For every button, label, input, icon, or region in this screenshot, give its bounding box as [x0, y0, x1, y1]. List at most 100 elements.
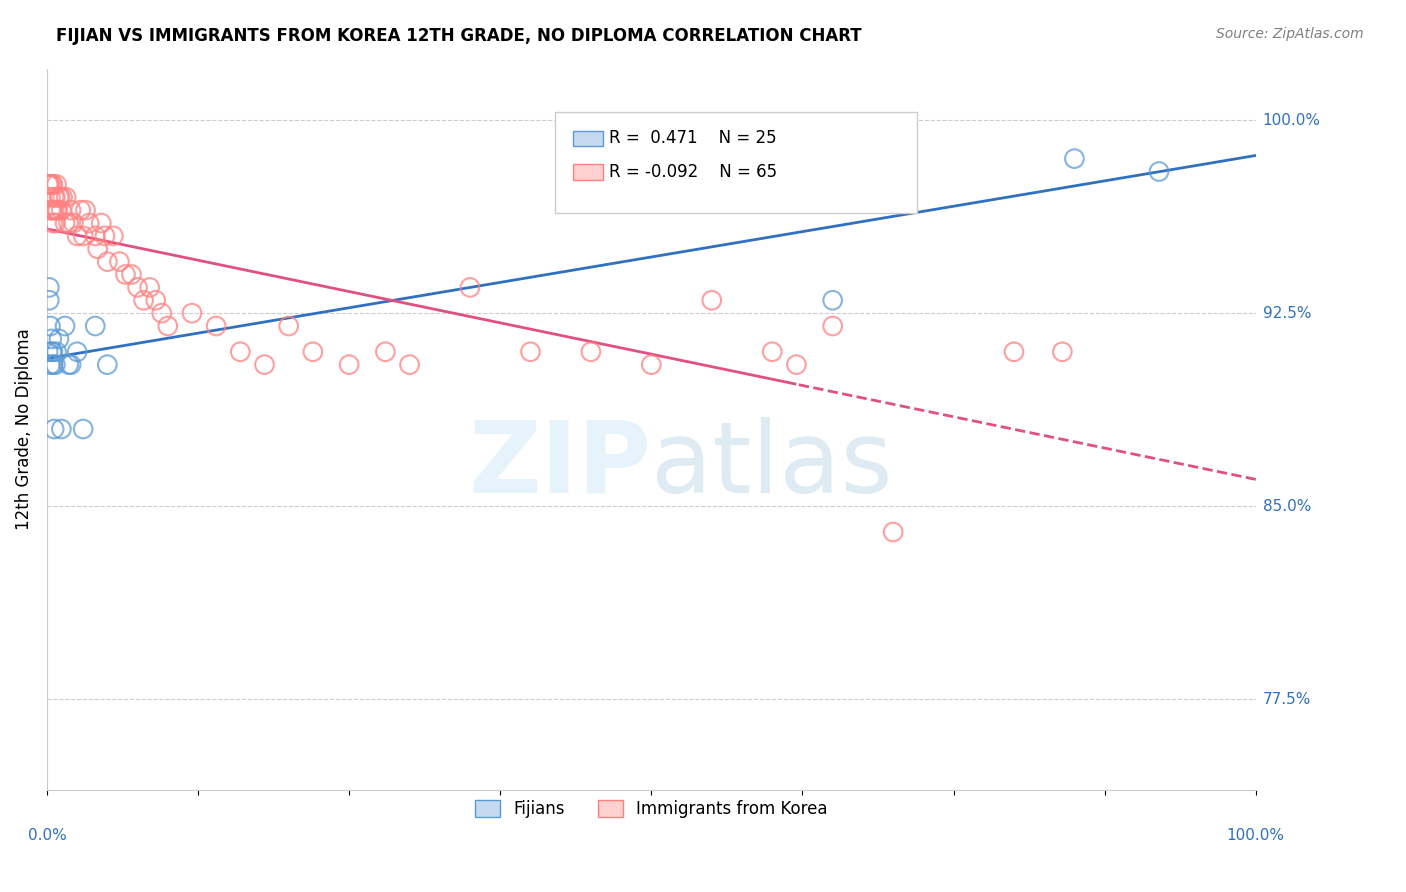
Point — [114, 268, 136, 282]
Point — [41, 203, 63, 218]
Point — [72, 228, 94, 243]
Point — [253, 358, 276, 372]
Text: R = -0.092    N = 65: R = -0.092 N = 65 — [609, 163, 778, 181]
Point — [150, 306, 173, 320]
Point — [45, 178, 67, 192]
Point — [90, 216, 112, 230]
Point — [44, 190, 66, 204]
Point — [44, 190, 66, 204]
Y-axis label: 12th Grade, No Diploma: 12th Grade, No Diploma — [15, 328, 32, 530]
Text: 100.0%: 100.0% — [1263, 112, 1320, 128]
FancyBboxPatch shape — [554, 112, 917, 212]
Point — [1002, 344, 1025, 359]
Point — [138, 280, 160, 294]
Point — [84, 228, 107, 243]
Point — [51, 422, 73, 436]
Point — [882, 524, 904, 539]
Point — [44, 203, 66, 218]
Point — [302, 344, 325, 359]
Point — [53, 216, 76, 230]
Point — [62, 216, 84, 230]
Point — [41, 178, 63, 192]
Point — [44, 358, 66, 372]
Point — [121, 268, 143, 282]
Point — [51, 203, 73, 218]
Point — [277, 318, 299, 333]
Point — [60, 358, 83, 372]
Point — [38, 293, 60, 308]
Point — [398, 358, 420, 372]
Point — [52, 190, 75, 204]
Point — [38, 280, 60, 294]
Point — [821, 293, 844, 308]
Point — [38, 178, 60, 192]
Point — [181, 306, 204, 320]
Point — [49, 190, 72, 204]
Point — [48, 190, 70, 204]
Point — [42, 344, 65, 359]
Point — [132, 293, 155, 308]
Text: 85.0%: 85.0% — [1263, 499, 1310, 514]
Point — [640, 358, 662, 372]
Point — [145, 293, 167, 308]
Point — [94, 228, 117, 243]
Point — [37, 344, 59, 359]
Point — [96, 254, 118, 268]
Text: R =  0.471    N = 25: R = 0.471 N = 25 — [609, 129, 776, 147]
Point — [761, 344, 783, 359]
Point — [205, 318, 228, 333]
Point — [44, 216, 66, 230]
Point — [37, 178, 59, 192]
Point — [77, 216, 100, 230]
Point — [700, 293, 723, 308]
Point — [785, 358, 807, 372]
Point — [53, 318, 76, 333]
Point — [45, 344, 67, 359]
Text: 0.0%: 0.0% — [28, 828, 66, 843]
Point — [337, 358, 360, 372]
Point — [44, 422, 66, 436]
Point — [103, 228, 125, 243]
Point — [374, 344, 396, 359]
Text: 100.0%: 100.0% — [1227, 828, 1285, 843]
Text: 92.5%: 92.5% — [1263, 306, 1312, 320]
Point — [60, 203, 83, 218]
Point — [66, 344, 89, 359]
Point — [48, 332, 70, 346]
Point — [821, 318, 844, 333]
Point — [458, 280, 481, 294]
Point — [41, 344, 63, 359]
Point — [42, 358, 65, 372]
Text: FIJIAN VS IMMIGRANTS FROM KOREA 12TH GRADE, NO DIPLOMA CORRELATION CHART: FIJIAN VS IMMIGRANTS FROM KOREA 12TH GRA… — [56, 27, 862, 45]
Point — [72, 422, 94, 436]
Point — [96, 358, 118, 372]
Bar — [572, 130, 603, 146]
Point — [39, 318, 62, 333]
Point — [42, 178, 65, 192]
Point — [75, 203, 97, 218]
Text: 77.5%: 77.5% — [1263, 692, 1310, 706]
Point — [108, 254, 131, 268]
Point — [39, 203, 62, 218]
Point — [42, 216, 65, 230]
Point — [579, 344, 602, 359]
Point — [1063, 152, 1085, 166]
Point — [1147, 164, 1170, 178]
Point — [127, 280, 149, 294]
Point — [45, 203, 67, 218]
Point — [41, 332, 63, 346]
Point — [84, 318, 107, 333]
Point — [55, 190, 77, 204]
Text: ZIP: ZIP — [468, 417, 651, 514]
Point — [39, 190, 62, 204]
Point — [700, 190, 723, 204]
Point — [58, 216, 80, 230]
Point — [58, 358, 80, 372]
Text: Source: ZipAtlas.com: Source: ZipAtlas.com — [1216, 27, 1364, 41]
Bar — [572, 164, 603, 180]
Point — [519, 344, 541, 359]
Point — [229, 344, 252, 359]
Point — [39, 358, 62, 372]
Text: atlas: atlas — [651, 417, 893, 514]
Point — [38, 178, 60, 192]
